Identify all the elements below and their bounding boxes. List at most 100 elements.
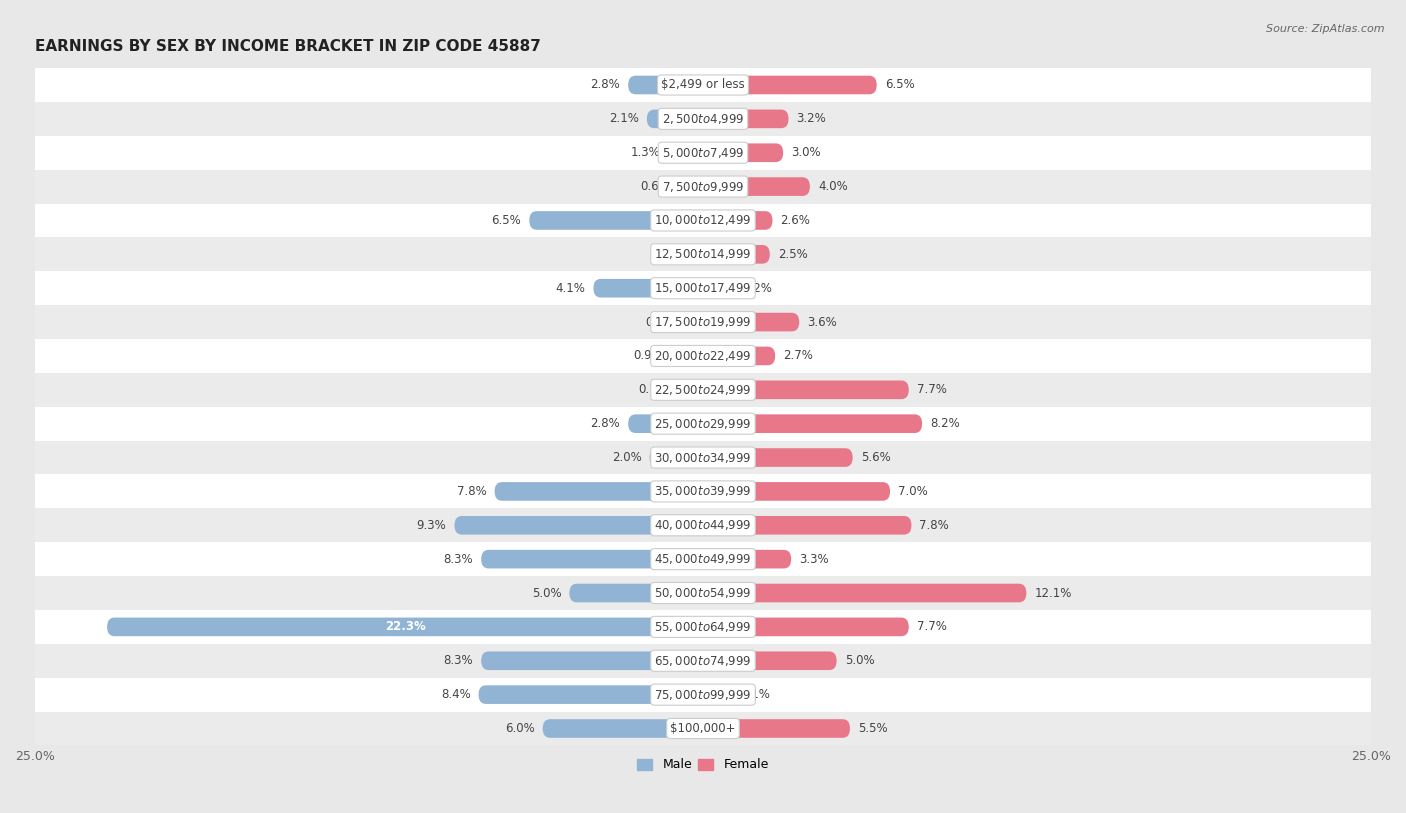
FancyBboxPatch shape [703,211,772,230]
Bar [35,576,1371,610]
Text: $35,000 to $39,999: $35,000 to $39,999 [654,485,752,498]
Text: $2,500 to $4,999: $2,500 to $4,999 [662,112,744,126]
Text: EARNINGS BY SEX BY INCOME BRACKET IN ZIP CODE 45887: EARNINGS BY SEX BY INCOME BRACKET IN ZIP… [35,39,541,54]
FancyBboxPatch shape [543,720,703,738]
FancyBboxPatch shape [703,516,911,535]
Text: $10,000 to $12,499: $10,000 to $12,499 [654,214,752,228]
Legend: Male, Female: Male, Female [633,754,773,776]
Bar [35,610,1371,644]
Bar [35,678,1371,711]
FancyBboxPatch shape [690,313,703,332]
FancyBboxPatch shape [703,415,922,433]
Text: 3.0%: 3.0% [792,146,821,159]
Bar [35,305,1371,339]
Text: $22,500 to $24,999: $22,500 to $24,999 [654,383,752,397]
Text: 0.0%: 0.0% [665,248,695,261]
Text: 3.3%: 3.3% [799,553,828,566]
FancyBboxPatch shape [703,448,852,467]
FancyBboxPatch shape [107,618,703,637]
Text: $2,499 or less: $2,499 or less [661,79,745,92]
Bar [35,102,1371,136]
Text: 1.2%: 1.2% [744,281,773,294]
Text: Source: ZipAtlas.com: Source: ZipAtlas.com [1267,24,1385,34]
Text: $55,000 to $64,999: $55,000 to $64,999 [654,620,752,634]
FancyBboxPatch shape [628,415,703,433]
Text: 22.3%: 22.3% [385,620,426,633]
Text: $30,000 to $34,999: $30,000 to $34,999 [654,450,752,464]
Text: 2.0%: 2.0% [612,451,641,464]
Text: 3.6%: 3.6% [807,315,837,328]
Text: 7.8%: 7.8% [457,485,486,498]
Bar [35,339,1371,373]
Text: $100,000+: $100,000+ [671,722,735,735]
FancyBboxPatch shape [703,550,792,568]
Text: 2.6%: 2.6% [780,214,810,227]
FancyBboxPatch shape [529,211,703,230]
Text: 8.4%: 8.4% [440,688,471,701]
Text: 9.3%: 9.3% [416,519,447,532]
Bar [35,68,1371,102]
Text: 7.8%: 7.8% [920,519,949,532]
Bar [35,441,1371,475]
Text: 2.8%: 2.8% [591,417,620,430]
FancyBboxPatch shape [703,584,1026,602]
FancyBboxPatch shape [495,482,703,501]
FancyBboxPatch shape [481,550,703,568]
FancyBboxPatch shape [703,143,783,162]
Text: $5,000 to $7,499: $5,000 to $7,499 [662,146,744,159]
Text: 4.0%: 4.0% [818,180,848,193]
FancyBboxPatch shape [703,76,877,94]
FancyBboxPatch shape [703,313,799,332]
Text: 5.6%: 5.6% [860,451,890,464]
Bar [35,711,1371,746]
Text: $40,000 to $44,999: $40,000 to $44,999 [654,518,752,533]
FancyBboxPatch shape [481,651,703,670]
Bar [35,272,1371,305]
FancyBboxPatch shape [703,482,890,501]
Bar [35,508,1371,542]
Text: 1.1%: 1.1% [741,688,770,701]
Bar [35,203,1371,237]
Text: $15,000 to $17,499: $15,000 to $17,499 [654,281,752,295]
FancyBboxPatch shape [686,177,703,196]
Text: 2.8%: 2.8% [591,79,620,92]
FancyBboxPatch shape [703,279,735,298]
Text: 7.7%: 7.7% [917,620,946,633]
Bar [35,237,1371,272]
FancyBboxPatch shape [703,618,908,637]
Text: 7.7%: 7.7% [917,383,946,396]
Bar [35,170,1371,203]
Text: 12.1%: 12.1% [1035,586,1071,599]
Text: 4.1%: 4.1% [555,281,585,294]
Bar [35,136,1371,170]
FancyBboxPatch shape [703,245,770,263]
Text: 0.92%: 0.92% [633,350,671,363]
Text: 2.7%: 2.7% [783,350,813,363]
Text: 6.0%: 6.0% [505,722,534,735]
FancyBboxPatch shape [569,584,703,602]
Text: 2.1%: 2.1% [609,112,638,125]
FancyBboxPatch shape [703,651,837,670]
Text: 7.0%: 7.0% [898,485,928,498]
FancyBboxPatch shape [703,110,789,128]
Bar [35,542,1371,576]
Text: 3.2%: 3.2% [797,112,827,125]
FancyBboxPatch shape [703,720,851,738]
Bar [35,475,1371,508]
FancyBboxPatch shape [593,279,703,298]
FancyBboxPatch shape [703,380,908,399]
Bar [35,644,1371,678]
FancyBboxPatch shape [650,448,703,467]
Text: $7,500 to $9,999: $7,500 to $9,999 [662,180,744,193]
Text: $45,000 to $49,999: $45,000 to $49,999 [654,552,752,566]
Text: $17,500 to $19,999: $17,500 to $19,999 [654,315,752,329]
Text: 8.2%: 8.2% [931,417,960,430]
FancyBboxPatch shape [703,685,733,704]
Text: $75,000 to $99,999: $75,000 to $99,999 [654,688,752,702]
FancyBboxPatch shape [628,76,703,94]
Text: 2.5%: 2.5% [778,248,807,261]
Text: 0.73%: 0.73% [638,383,675,396]
FancyBboxPatch shape [703,177,810,196]
Text: 5.0%: 5.0% [845,654,875,667]
Text: $12,500 to $14,999: $12,500 to $14,999 [654,247,752,261]
